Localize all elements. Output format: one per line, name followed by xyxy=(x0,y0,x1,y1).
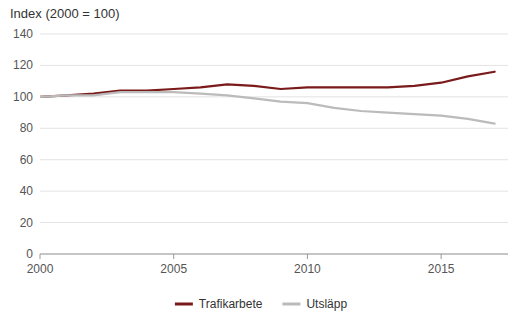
grid-line xyxy=(40,96,508,97)
x-tick-label: 2005 xyxy=(160,262,187,276)
x-tick-label: 2010 xyxy=(294,262,321,276)
y-tick-label: 0 xyxy=(26,247,33,261)
chart-svg: Index (2000 = 100) 0 20 40 60 80 100 120 140 2000… xyxy=(0,0,522,320)
legend-item: Utsläpp xyxy=(282,297,347,311)
grid-line xyxy=(40,34,508,35)
grid-line xyxy=(40,254,508,255)
y-axis-ticks: 0 20 40 60 80 100 120 140 xyxy=(13,27,33,261)
x-tick-mark xyxy=(307,254,308,259)
x-axis-line xyxy=(40,254,508,255)
y-tick-label: 140 xyxy=(13,27,33,41)
legend-label: Utsläpp xyxy=(306,297,347,311)
series-lines xyxy=(40,72,495,124)
x-tick-mark xyxy=(173,254,174,259)
grid-line xyxy=(40,128,508,129)
y-tick-label: 120 xyxy=(13,58,33,72)
grid-line xyxy=(40,191,508,192)
x-axis-ticks: 2000 2005 2010 2015 xyxy=(27,254,455,276)
y-tick-label: 40 xyxy=(20,184,34,198)
legend-swatch xyxy=(175,303,193,306)
y-tick-label: 20 xyxy=(20,216,34,230)
x-tick-mark xyxy=(40,254,41,259)
grid-line xyxy=(40,159,508,160)
grid-line xyxy=(40,222,508,223)
y-tick-label: 100 xyxy=(13,90,33,104)
x-tick-label: 2015 xyxy=(428,262,455,276)
grid-line xyxy=(40,65,508,66)
legend-label: Trafikarbete xyxy=(199,297,263,311)
chart-container: Index (2000 = 100) 0 20 40 60 80 100 120 140 2000… xyxy=(0,0,522,320)
legend: Trafikarbete Utsläpp xyxy=(175,297,348,311)
y-tick-label: 60 xyxy=(20,153,34,167)
y-grid xyxy=(40,34,508,254)
x-tick-label: 2000 xyxy=(27,262,54,276)
x-tick-mark xyxy=(441,254,442,259)
legend-swatch xyxy=(282,303,300,306)
y-tick-label: 80 xyxy=(20,121,34,135)
legend-item: Trafikarbete xyxy=(175,297,263,311)
series-line xyxy=(40,92,495,123)
chart-title: Index (2000 = 100) xyxy=(10,6,120,21)
